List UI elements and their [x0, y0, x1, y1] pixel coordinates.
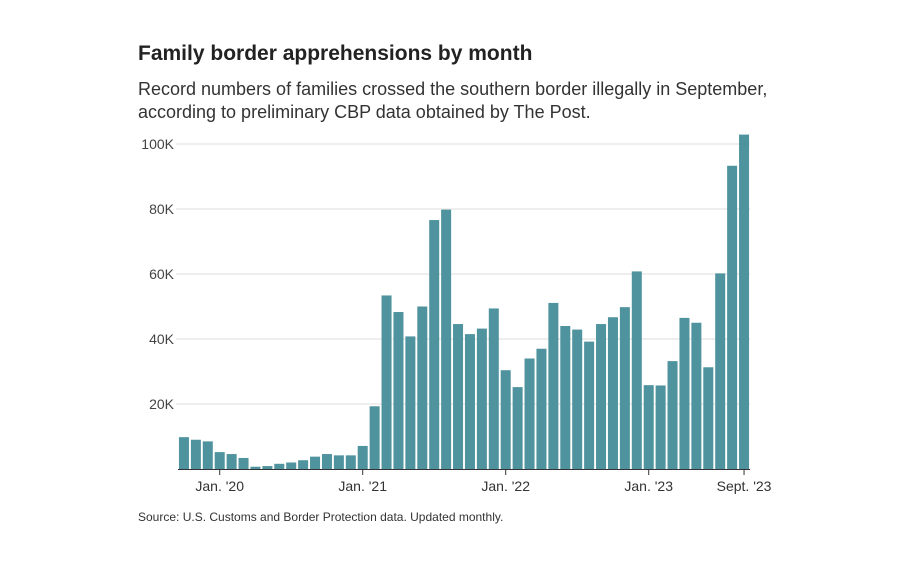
bar	[274, 463, 285, 469]
bar	[405, 336, 416, 469]
x-axis-ticks: Jan. '20 Jan. '21 Jan. '22 Jan. '23 Sept. '2…	[195, 469, 772, 494]
bar	[429, 220, 440, 469]
bar	[298, 460, 309, 469]
bar	[703, 367, 714, 469]
chart-title: Family border apprehensions by month	[138, 42, 533, 65]
bar	[631, 271, 642, 469]
bar	[619, 307, 630, 469]
bar	[500, 370, 511, 469]
bar	[345, 455, 356, 469]
x-tick-label: Jan. '22	[481, 478, 530, 494]
bar	[679, 317, 690, 469]
bar	[572, 329, 583, 469]
bar	[262, 466, 273, 469]
bar	[691, 322, 702, 469]
y-tick-label: 60K	[149, 266, 175, 282]
bar	[441, 209, 452, 469]
x-tick-label: Jan. '23	[624, 478, 673, 494]
y-axis-ticks: 20K 40K 60K 80K 100K	[141, 136, 174, 412]
bars	[178, 134, 750, 469]
bar	[512, 387, 523, 469]
bar	[393, 312, 404, 469]
bar	[238, 457, 249, 469]
bar	[453, 324, 464, 469]
bar	[560, 326, 571, 469]
bar	[190, 439, 201, 469]
bar	[226, 454, 237, 469]
x-tick-label: Jan. '20	[195, 478, 244, 494]
bar	[655, 385, 666, 469]
source-note: Source: U.S. Customs and Border Protecti…	[138, 510, 504, 524]
y-tick-label: 100K	[141, 136, 174, 152]
bar	[214, 452, 225, 469]
bar	[310, 456, 321, 469]
bar	[417, 306, 428, 469]
bar	[202, 441, 213, 469]
bar	[369, 406, 380, 469]
bar	[476, 328, 487, 469]
y-tick-label: 20K	[149, 396, 175, 412]
bar	[596, 324, 607, 469]
x-tick-label: Sept. '23	[717, 478, 772, 494]
y-tick-label: 80K	[149, 201, 175, 217]
bar	[321, 454, 332, 469]
bar	[548, 302, 559, 469]
bar	[286, 462, 297, 469]
bar	[178, 437, 189, 469]
bar	[584, 341, 595, 469]
bar	[607, 317, 618, 469]
x-tick-label: Jan. '21	[338, 478, 387, 494]
bar	[524, 358, 535, 469]
chart-subtitle: Record numbers of families crossed the s…	[138, 79, 768, 122]
y-tick-label: 40K	[149, 331, 175, 347]
bar	[727, 165, 738, 469]
bar	[357, 445, 368, 469]
bar	[536, 348, 547, 469]
bar	[250, 466, 261, 469]
bar	[643, 385, 654, 469]
bar	[667, 361, 678, 469]
bar	[488, 308, 499, 469]
bar	[464, 334, 475, 469]
bar	[333, 455, 344, 469]
bar	[715, 273, 726, 469]
bar	[381, 295, 392, 469]
bar	[739, 134, 750, 469]
